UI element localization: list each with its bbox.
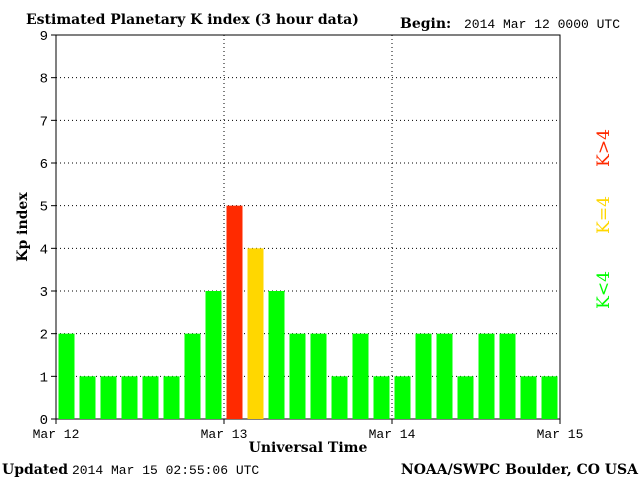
x-axis-label: Universal Time [249,440,368,456]
kp-bar [457,376,474,419]
kp-bar [436,333,453,419]
kp-bar [121,376,138,419]
kp-bar [79,376,96,419]
y-tick-label: 4 [40,242,48,258]
kp-bar [373,376,390,419]
kp-bar [268,291,285,419]
kp-bar [478,333,495,419]
y-tick-label: 1 [40,370,48,386]
kp-bar [331,376,348,419]
y-axis: 0 1 2 3 4 5 6 7 8 9 [40,29,56,429]
kp-bar [226,205,243,419]
chart-title: Estimated Planetary K index (3 hour data… [26,12,359,28]
legend-k-greater-than-4: K>4 [594,129,614,167]
x-axis: Mar 12 Mar 13 Mar 14 Mar 15 [33,419,584,442]
begin-label: Begin: [400,16,451,32]
kp-bar [289,333,306,419]
x-tick-label: Mar 14 [369,427,416,442]
plot-area [55,34,561,420]
updated-label: Updated [2,462,68,478]
y-tick-label: 3 [40,285,48,301]
kp-bar [58,333,75,419]
bars [58,205,558,419]
gridlines [56,35,560,419]
x-tick-label: Mar 12 [33,427,80,442]
y-tick-label: 5 [40,200,48,216]
kp-bar [184,333,201,419]
y-tick-label: 0 [40,413,48,429]
legend-k-less-than-4: K<4 [594,271,614,309]
y-tick-label: 9 [40,29,48,45]
kp-bar [520,376,537,419]
kp-bar [499,333,516,419]
kp-bar [541,376,558,419]
y-tick-label: 2 [40,328,48,344]
legend-k-equal-4: K=4 [594,196,614,234]
y-axis-label: Kp index [15,192,31,262]
x-tick-label: Mar 15 [537,427,584,442]
updated-timestamp: 2014 Mar 15 02:55:06 UTC [72,463,259,478]
kp-bar [352,333,369,419]
kp-bar [247,248,264,419]
kp-bar [310,333,327,419]
kp-bar [394,376,411,419]
source-credit: NOAA/SWPC Boulder, CO USA [401,462,639,478]
kp-bar [100,376,117,419]
kp-bar [415,333,432,419]
kp-bar [142,376,159,419]
kp-bar [163,376,180,419]
kp-bar [205,291,222,419]
begin-date: 2014 Mar 12 0000 UTC [464,17,620,32]
x-tick-label: Mar 13 [201,427,248,442]
y-tick-label: 8 [40,72,48,88]
y-tick-label: 7 [40,114,48,130]
y-tick-label: 6 [40,157,48,173]
